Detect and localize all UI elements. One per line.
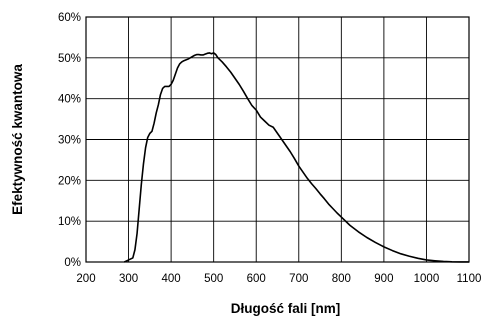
x-tick-label: 1100	[457, 273, 482, 285]
y-tick-label: 40%	[58, 94, 81, 106]
x-tick-label: 700	[289, 273, 308, 285]
x-tick-label: 200	[76, 273, 95, 285]
x-axis-label: Długość fali [nm]	[231, 301, 341, 316]
series-line	[123, 52, 470, 263]
tick-labels: 200 300 400 500 600 700 800 900 1000 1100 0% 10% 20%…	[58, 12, 481, 285]
y-tick-label: 0%	[64, 257, 81, 269]
plot-frame	[85, 16, 470, 263]
x-tick-label: 600	[247, 273, 266, 285]
grid	[85, 16, 470, 263]
y-tick-label: 50%	[58, 53, 81, 65]
y-tick-label: 60%	[58, 12, 81, 24]
x-tick-label: 900	[374, 273, 393, 285]
y-tick-label: 10%	[58, 216, 81, 228]
y-tick-label: 30%	[58, 135, 81, 147]
y-axis-label: Efektywność kwantowa	[10, 64, 25, 215]
x-tick-label: 400	[162, 273, 181, 285]
x-tick-label: 1000	[414, 273, 440, 285]
x-tick-label: 500	[204, 273, 223, 285]
x-tick-label: 800	[332, 273, 351, 285]
x-tick-label: 300	[119, 273, 138, 285]
y-tick-label: 20%	[58, 175, 81, 187]
